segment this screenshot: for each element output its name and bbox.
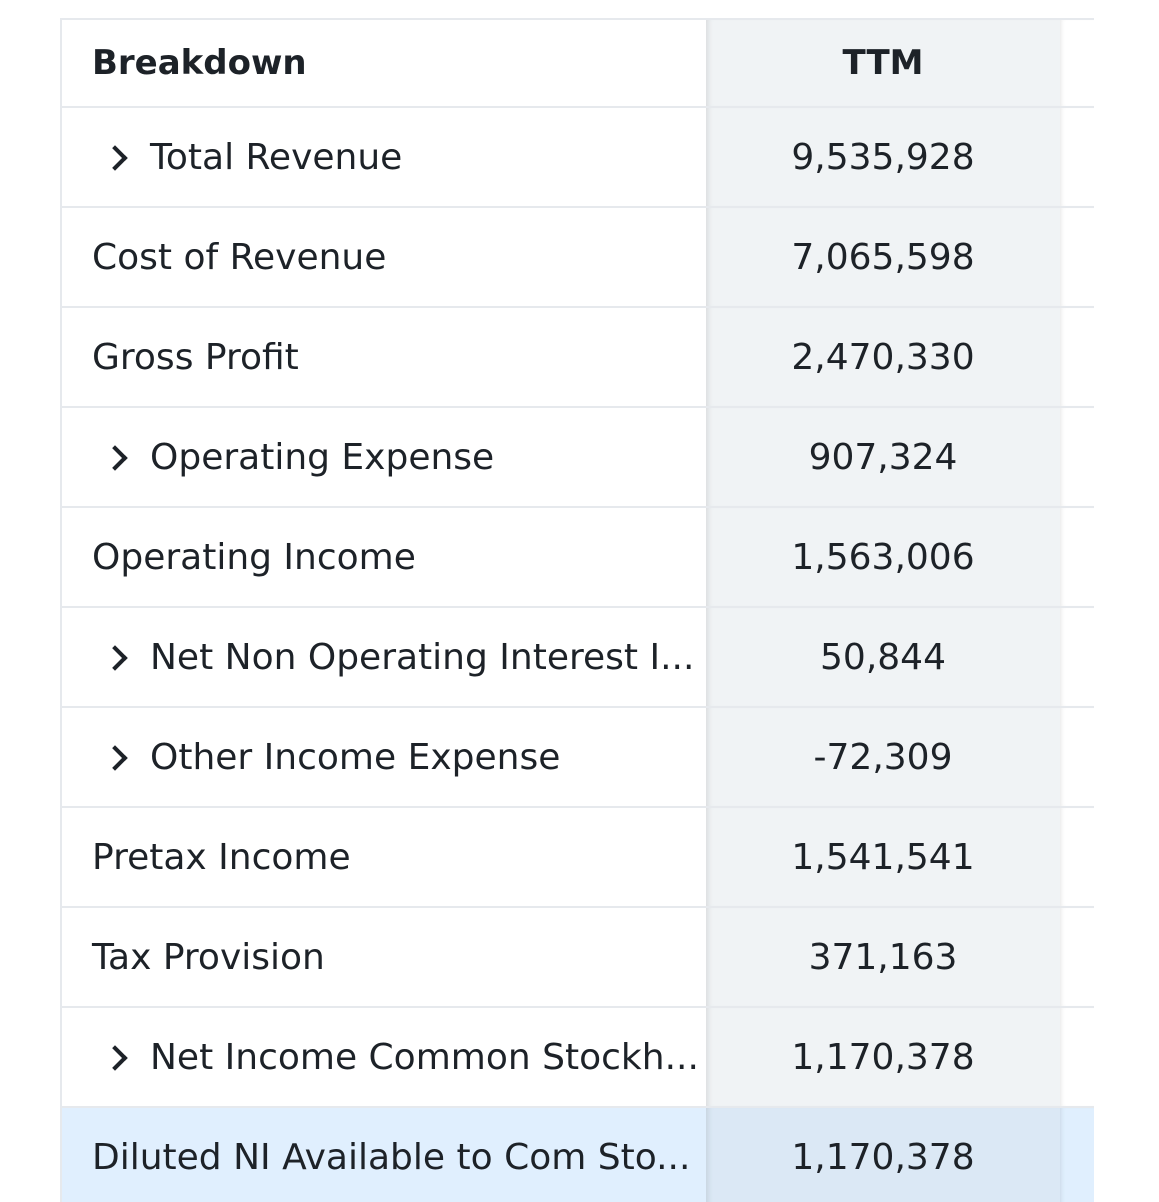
ttm-header: TTM <box>706 20 1060 106</box>
row-label: Net Income Common Stockh... <box>150 1036 699 1078</box>
next-column-edge <box>1060 20 1094 106</box>
row-value: 1,170,378 <box>706 1008 1060 1106</box>
row-value: 371,163 <box>706 908 1060 1006</box>
row-label-cell: Tax Provision <box>60 908 706 1006</box>
table-row-highlighted[interactable]: Diluted NI Available to Com Sto... 1,170… <box>60 1108 1094 1202</box>
next-column-edge <box>1060 808 1094 906</box>
table-row: Operating Income 1,563,006 <box>60 508 1094 608</box>
table-row: Gross Profit 2,470,330 <box>60 308 1094 408</box>
table-row: Pretax Income 1,541,541 <box>60 808 1094 908</box>
chevron-right-icon[interactable] <box>102 645 128 671</box>
next-column-edge <box>1060 1008 1094 1106</box>
table-row: Operating Expense 907,324 <box>60 408 1094 508</box>
next-column-edge <box>1060 708 1094 806</box>
row-value: 1,563,006 <box>706 508 1060 606</box>
next-column-edge <box>1060 108 1094 206</box>
chevron-right-icon[interactable] <box>102 1045 128 1071</box>
chevron-right-icon[interactable] <box>102 745 128 771</box>
table-row: Other Income Expense -72,309 <box>60 708 1094 808</box>
table-header-row: Breakdown TTM <box>60 20 1094 108</box>
chevron-right-icon[interactable] <box>102 445 128 471</box>
row-label: Gross Profit <box>92 336 299 378</box>
row-value: 7,065,598 <box>706 208 1060 306</box>
breakdown-header: Breakdown <box>60 20 706 106</box>
row-label: Pretax Income <box>92 836 351 878</box>
row-label-cell: Operating Income <box>60 508 706 606</box>
row-label: Operating Income <box>92 536 416 578</box>
row-label-cell[interactable]: Operating Expense <box>60 408 706 506</box>
row-label: Operating Expense <box>150 436 495 478</box>
next-column-edge <box>1060 408 1094 506</box>
row-label: Net Non Operating Interest I... <box>150 636 695 678</box>
next-column-edge <box>1060 508 1094 606</box>
table-row: Tax Provision 371,163 <box>60 908 1094 1008</box>
row-label-cell: Cost of Revenue <box>60 208 706 306</box>
next-column-edge <box>1060 608 1094 706</box>
row-value: 9,535,928 <box>706 108 1060 206</box>
row-label: Total Revenue <box>150 136 403 178</box>
next-column-edge <box>1060 308 1094 406</box>
row-label-cell: Pretax Income <box>60 808 706 906</box>
row-value: 50,844 <box>706 608 1060 706</box>
row-label-cell[interactable]: Net Income Common Stockh... <box>60 1008 706 1106</box>
table-row: Net Non Operating Interest I... 50,844 <box>60 608 1094 708</box>
row-value: 907,324 <box>706 408 1060 506</box>
next-column-edge <box>1060 208 1094 306</box>
table-row: Net Income Common Stockh... 1,170,378 <box>60 1008 1094 1108</box>
row-label-cell[interactable]: Net Non Operating Interest I... <box>60 608 706 706</box>
financials-table: Breakdown TTM Total Revenue 9,535,928 Co… <box>60 18 1094 1202</box>
row-label-cell: Diluted NI Available to Com Sto... <box>60 1108 706 1202</box>
next-column-edge <box>1060 1108 1094 1202</box>
next-column-edge <box>1060 908 1094 1006</box>
row-label: Diluted NI Available to Com Sto... <box>92 1136 691 1178</box>
row-value: 2,470,330 <box>706 308 1060 406</box>
table-row: Total Revenue 9,535,928 <box>60 108 1094 208</box>
row-label: Other Income Expense <box>150 736 561 778</box>
row-label-cell: Gross Profit <box>60 308 706 406</box>
row-label: Cost of Revenue <box>92 236 387 278</box>
row-label: Tax Provision <box>92 936 325 978</box>
row-label-cell[interactable]: Other Income Expense <box>60 708 706 806</box>
row-label-cell[interactable]: Total Revenue <box>60 108 706 206</box>
row-value: -72,309 <box>706 708 1060 806</box>
chevron-right-icon[interactable] <box>102 145 128 171</box>
row-value: 1,541,541 <box>706 808 1060 906</box>
row-value: 1,170,378 <box>706 1108 1060 1202</box>
table-row: Cost of Revenue 7,065,598 <box>60 208 1094 308</box>
